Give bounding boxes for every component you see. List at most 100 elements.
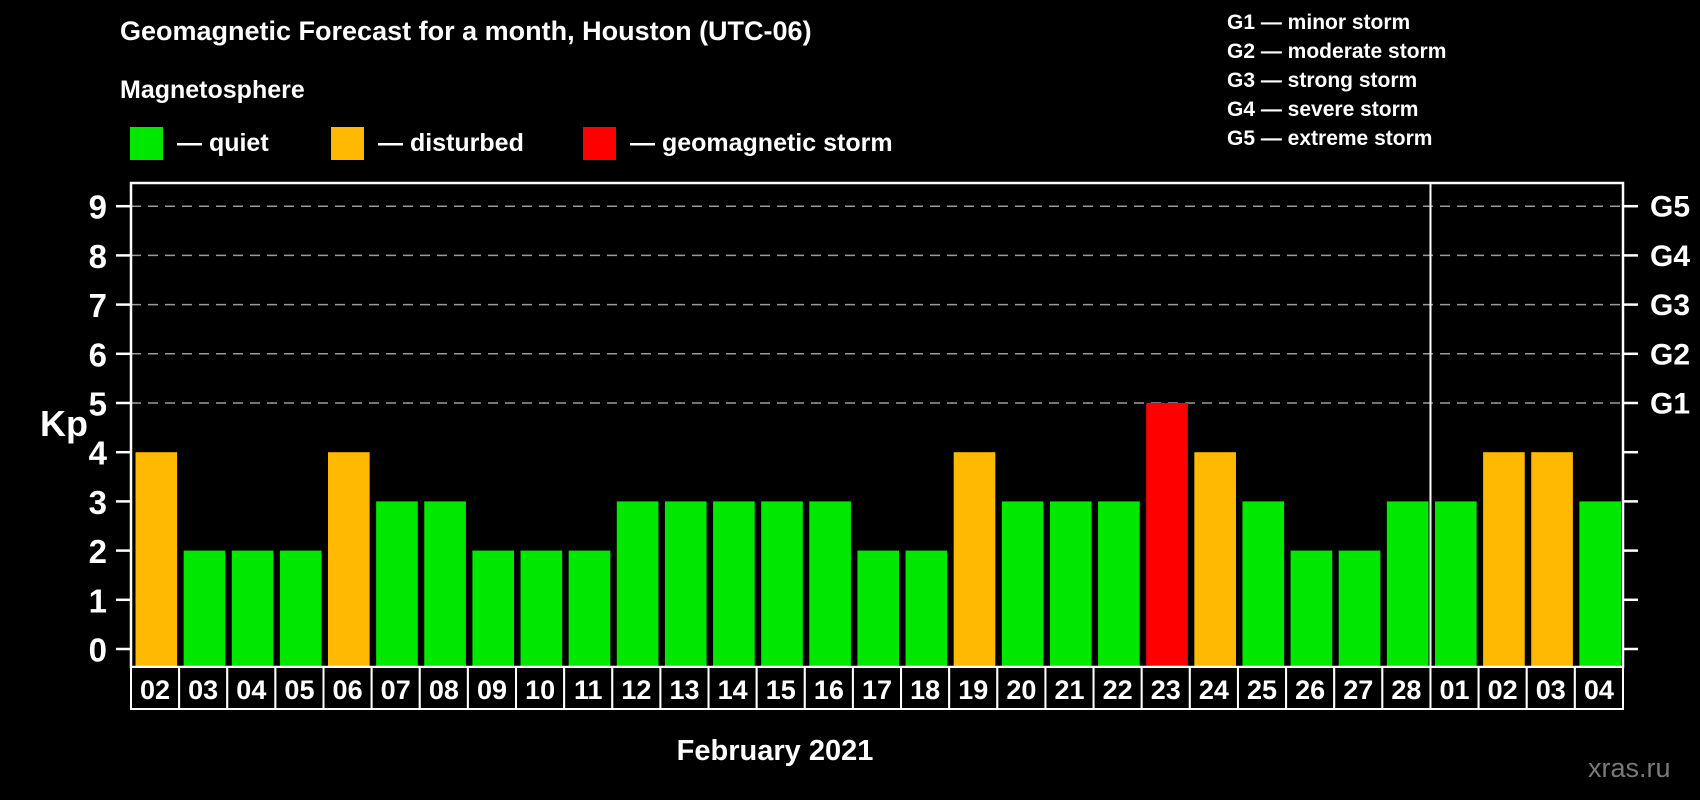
day-label-cell [900,666,951,710]
bar-day-05 [279,550,322,667]
x-axis-label: February 2021 [676,735,874,767]
bar-day-01 [1434,501,1477,667]
storm-color-swatch [583,127,616,160]
right-axis-label-G1: G1 [1650,388,1690,421]
g5-legend-line: G5 — extreme storm [1227,127,1433,150]
bar-day-16 [809,501,851,667]
day-label-04: 04 [236,675,266,705]
bar-day-04 [1579,501,1621,667]
y-tick-label-0: 0 [89,632,107,669]
day-label-cell [418,666,469,710]
day-label-28: 28 [1391,675,1421,705]
y-tick-label-4: 4 [89,435,108,472]
day-label-cell [755,666,806,710]
day-label-06: 06 [333,675,363,705]
day-label-03: 03 [1536,675,1566,705]
day-label-13: 13 [669,675,699,705]
day-label-02: 02 [140,675,170,705]
y-tick-label-3: 3 [89,484,107,521]
y-tick-label-5: 5 [89,386,107,423]
day-label-22: 22 [1103,675,1133,705]
bar-day-26 [1290,550,1333,667]
bar-day-02 [1483,452,1525,667]
bar-day-10 [520,550,563,667]
g3-legend-line: G3 — strong storm [1227,69,1418,92]
day-label-07: 07 [381,675,411,705]
bar-day-12 [616,501,659,667]
day-label-cell [1044,666,1095,710]
g4-legend-line: G4 — severe storm [1227,98,1419,121]
bar-day-09 [472,550,515,667]
day-label-cell [851,666,903,710]
legend-quiet-label: — quiet [177,129,269,157]
day-label-cell [1573,666,1625,710]
right-axis-label-G3: G3 [1650,289,1690,322]
day-label-cell [1092,666,1143,710]
bar-day-19 [953,452,996,667]
day-label-cell [611,666,662,710]
day-label-cell [1525,666,1576,710]
bar-day-07 [376,501,418,667]
day-label-10: 10 [525,675,555,705]
page-title: Geomagnetic Forecast for a month, Housto… [120,16,812,46]
bar-day-23 [1146,403,1188,667]
day-label-cell [707,666,758,710]
day-label-cell [515,666,566,710]
right-axis-label-G4: G4 [1650,240,1690,273]
legend-item-storm: — geomagnetic storm [583,127,893,160]
day-label-23: 23 [1151,675,1181,705]
day-label-05: 05 [284,675,314,705]
y-tick-label-9: 9 [89,189,107,226]
day-label-cell [1140,666,1191,710]
day-label-cell [1236,666,1288,710]
quiet-color-swatch [130,127,163,160]
disturbed-color-swatch [331,127,364,160]
day-label-21: 21 [1054,675,1084,705]
day-label-27: 27 [1343,675,1373,705]
y-tick-label-1: 1 [89,582,107,619]
day-label-cell [178,666,229,710]
day-label-19: 19 [958,675,988,705]
day-label-cell [1285,666,1336,710]
right-axis-label-G2: G2 [1650,338,1690,371]
bar-day-14 [713,501,755,667]
legend-item-disturbed: — disturbed [331,127,524,160]
day-label-cell [803,666,854,710]
day-label-cell [130,666,181,710]
day-label-09: 09 [477,675,507,705]
y-tick-label-2: 2 [89,533,107,570]
day-label-18: 18 [910,675,940,705]
storm-scale-legend: G1 — minor storm G2 — moderate storm G3 … [1227,8,1446,153]
bar-day-06 [328,452,370,667]
y-axis-label: Kp [40,403,88,444]
y-tick-label-7: 7 [89,287,107,324]
g1-legend-line: G1 — minor storm [1227,11,1411,34]
day-label-17: 17 [862,675,892,705]
bar-day-15 [761,501,803,667]
day-label-01: 01 [1440,675,1470,705]
day-label-04: 04 [1584,675,1614,705]
day-label-02: 02 [1488,675,1518,705]
bar-day-20 [1001,501,1044,667]
day-label-cell [1429,666,1480,710]
bar-day-03 [1531,452,1573,667]
bar-day-08 [424,501,466,667]
legend-storm-label: — geomagnetic storm [630,129,893,157]
day-label-12: 12 [621,675,651,705]
day-label-11: 11 [574,675,603,705]
bar-day-17 [857,550,900,667]
y-tick-label-8: 8 [89,238,107,275]
g2-legend-line: G2 — moderate storm [1227,40,1447,63]
bar-day-13 [664,501,707,667]
legend-disturbed-label: — disturbed [378,129,524,157]
bar-day-11 [568,550,611,667]
day-label-14: 14 [718,675,748,705]
magnetosphere-label: Magnetosphere [120,76,305,104]
watermark: xras.ru [1588,753,1671,783]
legend-item-quiet: — quiet [130,127,269,160]
bar-day-02 [135,452,178,667]
bar-day-22 [1098,501,1140,667]
